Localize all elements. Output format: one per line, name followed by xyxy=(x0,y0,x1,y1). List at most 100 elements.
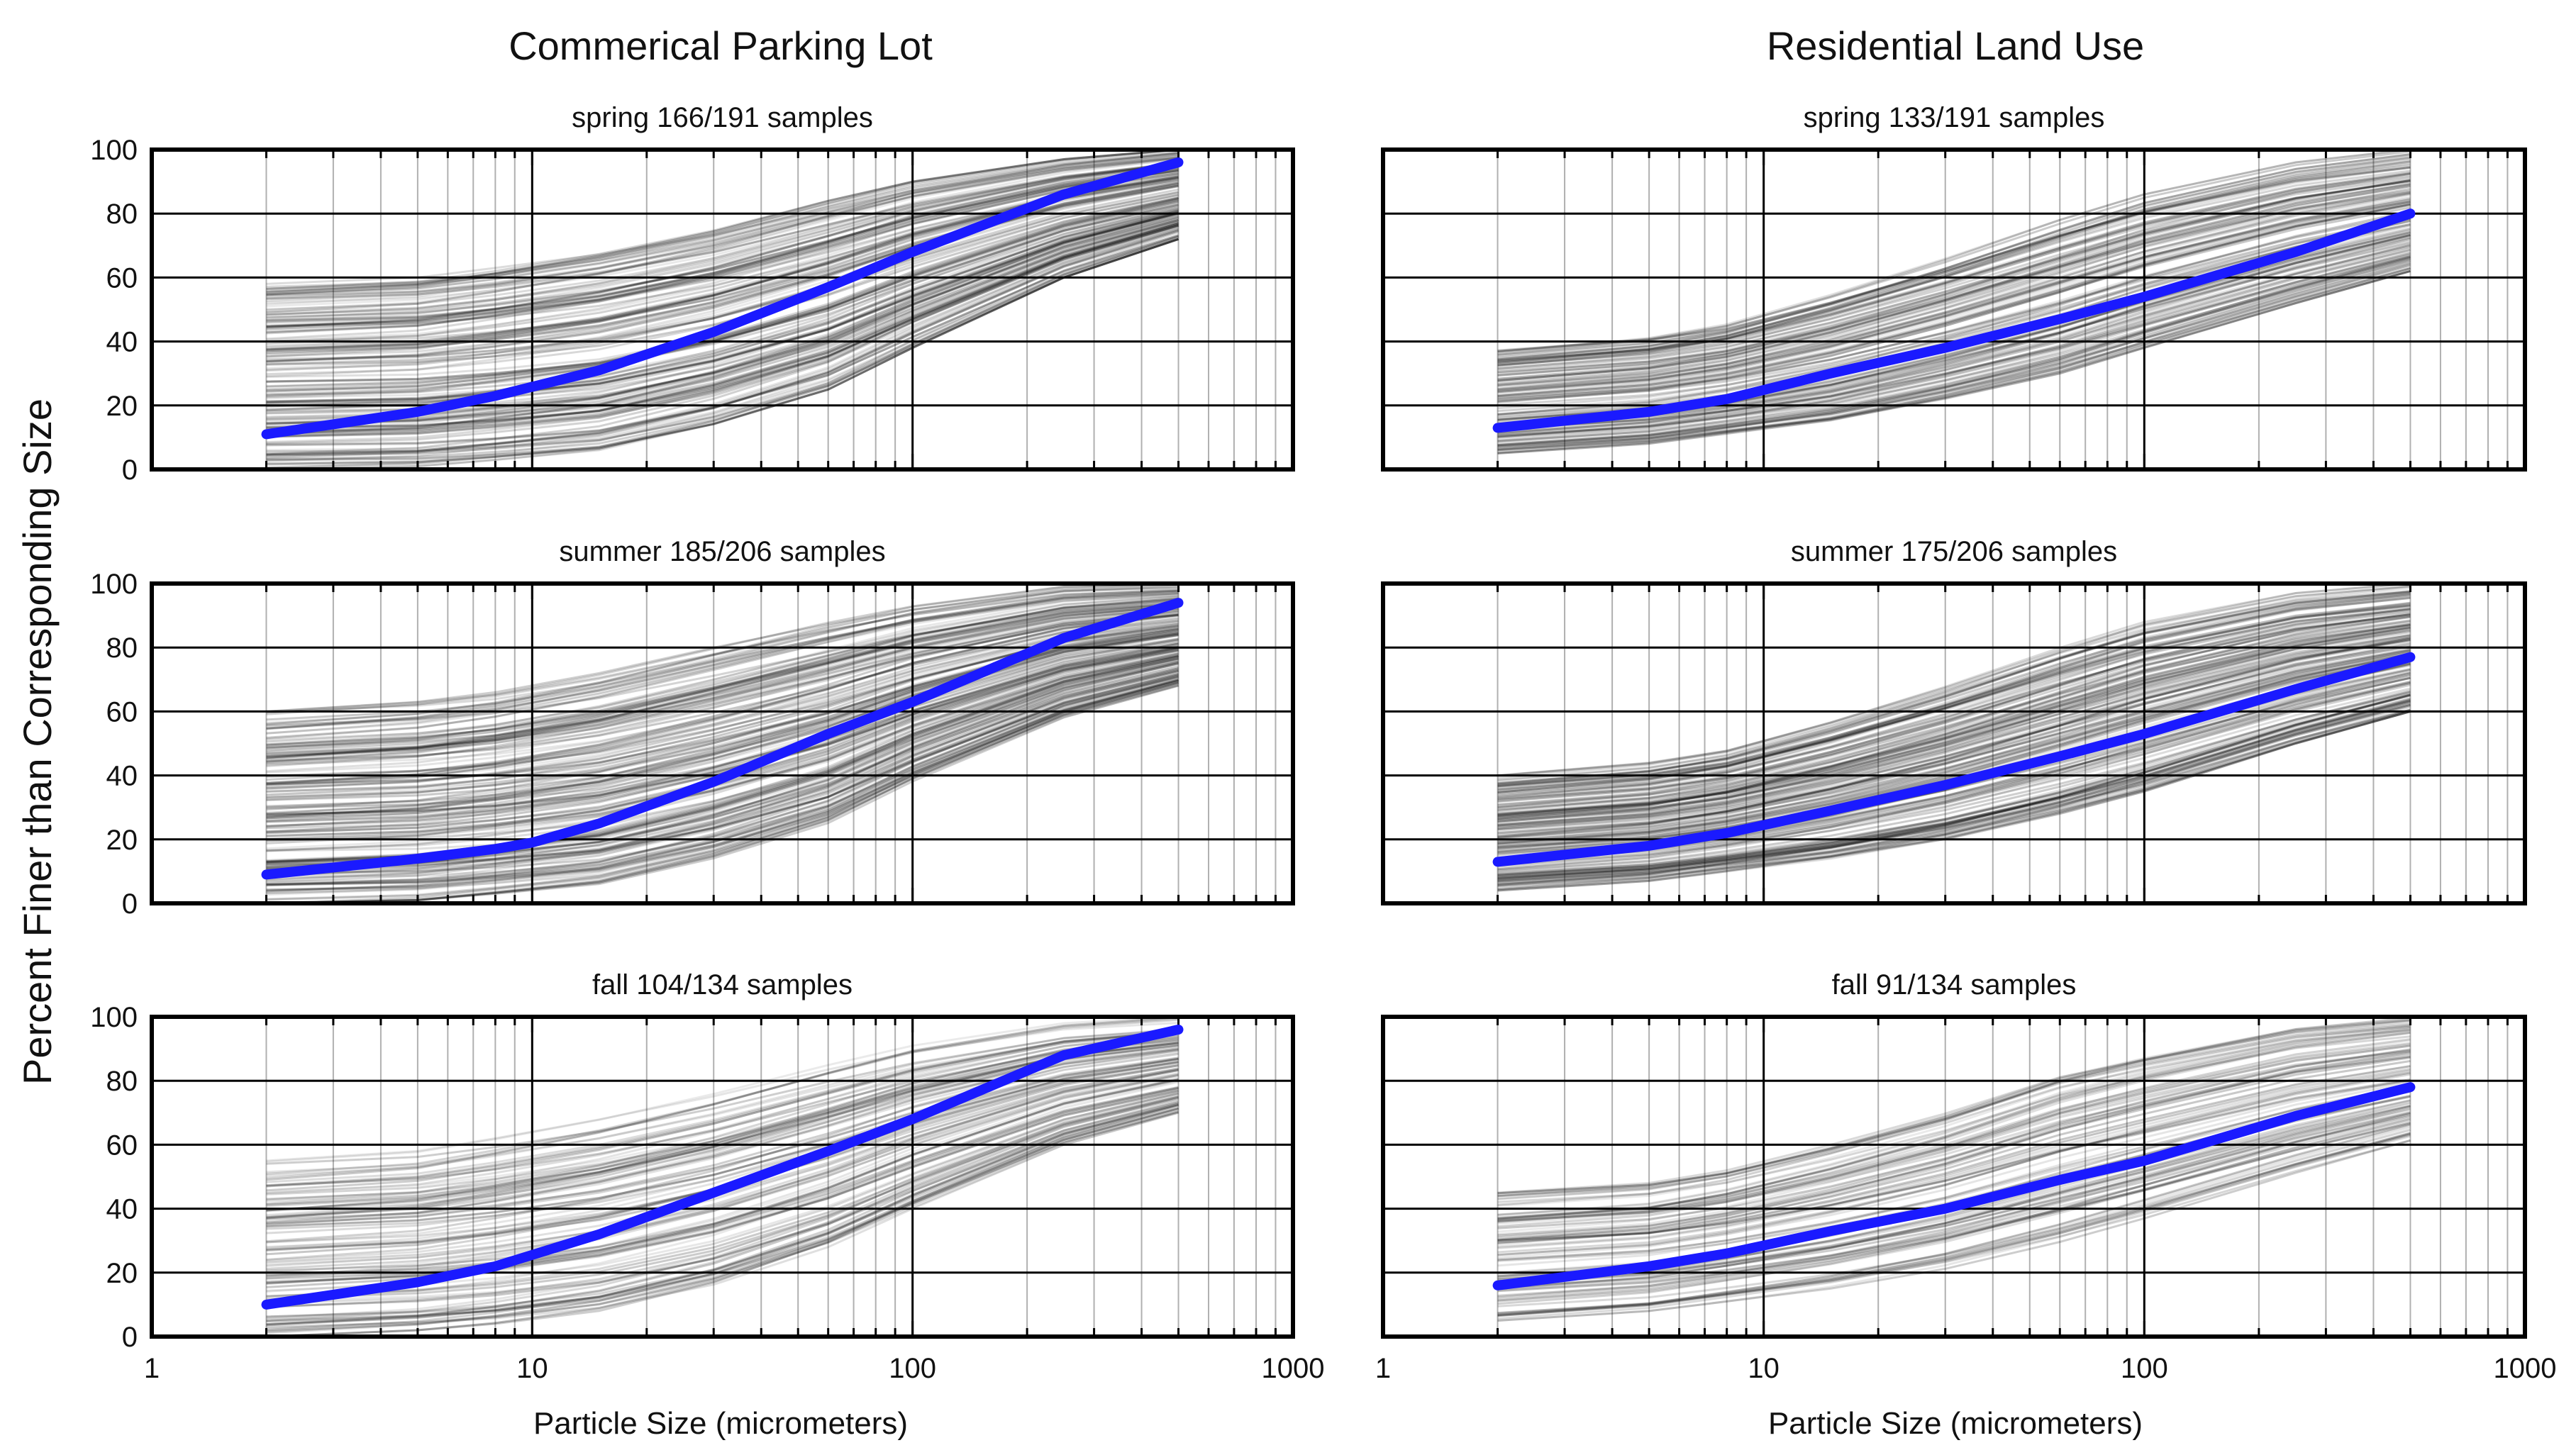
sample-curve xyxy=(266,642,1179,820)
sample-curve xyxy=(266,211,1179,403)
sample-curve xyxy=(266,622,1179,779)
sample-curve xyxy=(266,170,1179,323)
sample-curve xyxy=(266,620,1179,784)
sample-curve xyxy=(266,157,1179,320)
axes-frame xyxy=(150,1015,1295,1339)
sample-curve xyxy=(266,583,1179,725)
sample-curve xyxy=(1497,698,2411,880)
sample-curve xyxy=(266,194,1179,400)
sample-curve xyxy=(1497,620,2411,808)
sample-curve xyxy=(266,209,1179,391)
sample-curve xyxy=(1497,218,2411,401)
sample-curve xyxy=(1497,1133,2411,1317)
sample-curve xyxy=(1497,269,2411,447)
sample-curve xyxy=(1497,260,2411,447)
y-tick-label: 0 xyxy=(122,1322,138,1353)
sample-curve xyxy=(266,199,1179,392)
sample-curve xyxy=(1497,582,2411,779)
sample-curve xyxy=(1497,591,2411,794)
sample-curve xyxy=(266,592,1179,752)
sample-curve xyxy=(1497,613,2411,801)
sample-curve xyxy=(1497,701,2411,892)
sample-curve xyxy=(1497,244,2411,434)
sample-curve xyxy=(266,613,1179,788)
sample-curve xyxy=(266,213,1179,435)
sample-curve xyxy=(266,676,1179,905)
sample-curve xyxy=(1497,607,2411,798)
sample-curve xyxy=(266,191,1179,365)
sample-curve xyxy=(266,194,1179,360)
sample-curve xyxy=(1497,192,2411,380)
sample-curve xyxy=(266,598,1179,764)
sample-curve xyxy=(1497,657,2411,845)
panel: summer 185/206 samples 0 20 40 60 80 100 xyxy=(90,536,1295,920)
sample-curve xyxy=(266,1030,1179,1192)
y-tick-label: 0 xyxy=(122,888,138,920)
sample-curve xyxy=(1497,1101,2411,1289)
sample-curve xyxy=(1497,1038,2411,1228)
sample-curve xyxy=(1497,1133,2411,1308)
sample-curve xyxy=(1497,1105,2411,1299)
sample-curve xyxy=(1497,264,2411,454)
sample-curve xyxy=(266,613,1179,757)
panel: spring 133/191 samples xyxy=(1381,102,2527,472)
sample-curve xyxy=(266,224,1179,429)
sample-curve xyxy=(266,237,1179,457)
sample-curve xyxy=(1497,262,2411,449)
y-tick-label: 60 xyxy=(106,1130,138,1161)
sample-curve xyxy=(1497,657,2411,848)
sample-curve xyxy=(266,603,1179,750)
sample-curve xyxy=(1497,179,2411,377)
sample-curve xyxy=(1497,1029,2411,1198)
sample-curve xyxy=(1497,150,2411,353)
sample-curve xyxy=(1497,1024,2411,1195)
sample-curve xyxy=(266,1057,1179,1244)
sample-curve xyxy=(1497,708,2411,876)
sample-curve xyxy=(266,204,1179,383)
sample-curve xyxy=(266,157,1179,308)
sample-curve xyxy=(266,582,1179,715)
sample-curve xyxy=(266,585,1179,730)
sample-curve xyxy=(266,1092,1179,1298)
sample-curve xyxy=(1497,248,2411,436)
sample-curve xyxy=(266,235,1179,456)
x-tick-label: 100 xyxy=(2121,1353,2168,1384)
sample-curve xyxy=(266,1058,1179,1249)
sample-curve xyxy=(1497,652,2411,854)
sample-curve xyxy=(266,637,1179,793)
sample-curve xyxy=(1497,613,2411,796)
sample-curve xyxy=(1497,1118,2411,1297)
sample-curve xyxy=(266,223,1179,437)
sample-curve xyxy=(1497,191,2411,394)
sample-curve xyxy=(1497,180,2411,372)
sample-curve xyxy=(266,650,1179,852)
sample-curve xyxy=(266,1039,1179,1187)
sample-curve xyxy=(266,1104,1179,1303)
sample-curve xyxy=(266,637,1179,827)
sample-curve xyxy=(1497,255,2411,450)
sample-curve xyxy=(1497,1073,2411,1254)
sample-curve xyxy=(266,172,1179,321)
sample-curve xyxy=(1497,1055,2411,1230)
sample-curve xyxy=(266,169,1179,345)
sample-curve xyxy=(266,674,1179,905)
sample-curve xyxy=(266,595,1179,759)
sample-curve xyxy=(1497,639,2411,820)
sample-curve xyxy=(1497,627,2411,824)
sample-curve xyxy=(266,664,1179,887)
sample-curve xyxy=(266,590,1179,730)
sample-curve xyxy=(266,657,1179,833)
sample-curve xyxy=(266,208,1179,396)
sample-curve xyxy=(266,169,1179,324)
sample-curve xyxy=(1497,674,2411,866)
sample-curve xyxy=(1497,253,2411,452)
sample-curve xyxy=(266,1092,1179,1292)
sample-curve xyxy=(1497,1067,2411,1244)
sample-curve xyxy=(266,1036,1179,1212)
sample-curve xyxy=(266,597,1179,759)
sample-curve xyxy=(1497,642,2411,840)
sample-curve xyxy=(1497,620,2411,811)
sample-curve xyxy=(266,669,1179,876)
y-tick-label: 100 xyxy=(90,1002,138,1033)
sample-curve xyxy=(266,156,1179,288)
